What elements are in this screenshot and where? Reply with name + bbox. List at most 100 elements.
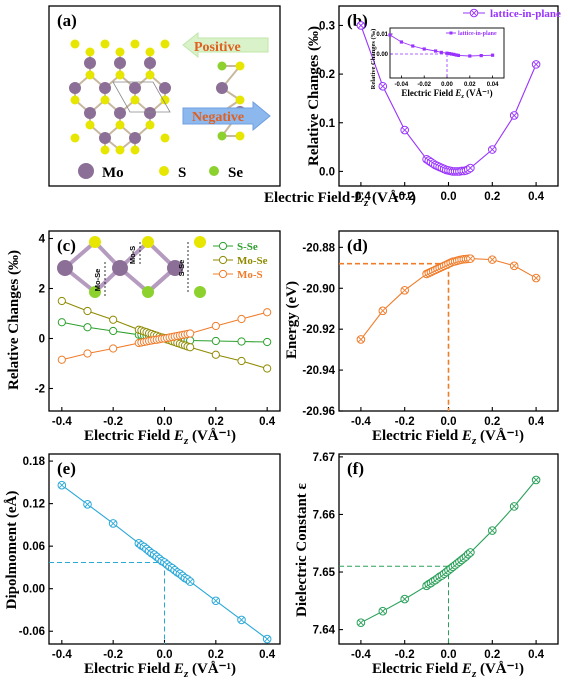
x-tick-label: 0.4 bbox=[528, 649, 545, 661]
data-point bbox=[466, 548, 475, 557]
data-point bbox=[263, 308, 272, 317]
mo-atom bbox=[84, 57, 96, 69]
data-point-x2 bbox=[84, 501, 91, 508]
y-axis-label: Dipolmoment (eÅ) bbox=[4, 491, 20, 610]
data-point-x2 bbox=[379, 307, 386, 314]
data-point bbox=[211, 336, 220, 346]
inset-data-point bbox=[434, 49, 438, 53]
data-point bbox=[83, 323, 92, 332]
y-tick-label: -2 bbox=[35, 384, 45, 396]
inset-data-point bbox=[452, 52, 456, 56]
data-point bbox=[108, 519, 118, 528]
mo-atom bbox=[69, 82, 81, 94]
mo-atom bbox=[114, 107, 126, 119]
data-point-x2 bbox=[58, 482, 65, 489]
x-tick-label: 0.2 bbox=[208, 416, 224, 428]
y-axis-label: Energy (eV) bbox=[284, 281, 300, 359]
legend-marker bbox=[218, 255, 228, 265]
se-side-atom bbox=[217, 131, 227, 141]
panel-a-frame bbox=[48, 5, 281, 187]
s-atom bbox=[85, 70, 95, 80]
se-atom bbox=[89, 286, 101, 298]
s-atom bbox=[100, 145, 110, 155]
x-tick-label: 0.0 bbox=[441, 191, 457, 203]
s-atom bbox=[100, 95, 110, 105]
y-axis-label: Relative Changes (‰) bbox=[306, 26, 322, 166]
data-point bbox=[211, 321, 220, 331]
data-point bbox=[263, 337, 272, 347]
s-atom bbox=[70, 133, 80, 143]
x-tick-label: -0.2 bbox=[103, 416, 123, 428]
y-tick-label: 0.00 bbox=[23, 584, 45, 596]
data-point bbox=[109, 344, 118, 353]
inset-y-tick-label: 0.00 bbox=[376, 52, 388, 58]
mo-atom bbox=[129, 132, 141, 144]
s-atom bbox=[194, 236, 206, 248]
s-side-atom bbox=[235, 131, 245, 141]
data-point bbox=[356, 21, 366, 30]
data-point-x2 bbox=[110, 520, 117, 527]
inset-bond-label: Mo-Se bbox=[93, 269, 102, 292]
data-point bbox=[83, 500, 92, 509]
y-tick-label: -20.96 bbox=[302, 406, 335, 418]
data-point-x2 bbox=[212, 597, 219, 604]
x-axis-label-z: z bbox=[471, 435, 477, 447]
crystal-structure bbox=[69, 39, 246, 155]
y-tick-label: -20.92 bbox=[302, 324, 335, 336]
data-point bbox=[83, 306, 92, 316]
x-axis-label-e: E bbox=[461, 661, 472, 677]
data-point bbox=[400, 125, 410, 135]
inset-x-tick-label: 0.00 bbox=[441, 82, 453, 88]
x-tick-label: -0.2 bbox=[395, 191, 415, 203]
x-tick-label: -0.2 bbox=[395, 649, 415, 661]
inset-data-point bbox=[388, 33, 392, 37]
s-atom bbox=[70, 39, 80, 49]
s-atom bbox=[85, 120, 95, 130]
y-tick-label: 0.18 bbox=[23, 456, 46, 468]
data-point-x2 bbox=[489, 256, 496, 263]
x-axis-label: Electric Field Ez (VÅ⁻¹) bbox=[84, 428, 236, 447]
data-point bbox=[356, 618, 366, 627]
inset-legend-label: lattice-in-plane bbox=[458, 31, 497, 37]
s-atom bbox=[85, 47, 95, 57]
panel-f: -0.4 -0.2 0.0 0.2 0.4 7.64 7.65 7.66 7.67 Electri… bbox=[294, 452, 559, 680]
data-point-x2 bbox=[357, 336, 364, 343]
data-point-x2 bbox=[357, 619, 364, 626]
inset-data-point bbox=[449, 52, 454, 56]
data-point bbox=[109, 326, 118, 336]
data-point-x2 bbox=[511, 112, 518, 119]
inset-xlabel-z: z bbox=[460, 93, 464, 100]
data-point bbox=[531, 60, 541, 69]
inset-data-point bbox=[445, 51, 449, 55]
x-axis-label-part1: Electric Field bbox=[264, 190, 354, 206]
data-point bbox=[400, 286, 410, 295]
inset-chart: -0.04 -0.02 0.00 0.02 0.04 0.00 0.01 lattice-in… bbox=[370, 27, 505, 100]
y-tick-label: 0.1 bbox=[319, 118, 336, 130]
y-tick-label: 0.0 bbox=[319, 166, 335, 178]
data-point-x2 bbox=[401, 287, 408, 294]
inset-bond-label: S-Se bbox=[177, 260, 186, 277]
x-tick-label: 0.4 bbox=[259, 649, 276, 661]
x-axis-label: Electric Field Ez (VÅ⁻¹) bbox=[84, 661, 236, 680]
panel-f-letter: (f) bbox=[347, 459, 364, 478]
negative-arrow: Negative bbox=[182, 100, 271, 132]
data-point bbox=[186, 329, 195, 338]
inset-x-tick-label: -0.02 bbox=[417, 82, 431, 88]
data-point bbox=[211, 596, 221, 606]
y-tick-label: 7.64 bbox=[313, 625, 336, 637]
x-tick-label: 0.4 bbox=[528, 416, 545, 428]
data-point-x2 bbox=[357, 22, 364, 29]
legend-label-S-Se: S-Se bbox=[237, 241, 258, 253]
data-point bbox=[57, 318, 66, 327]
x-axis-label: Electric Field Ez (VÅ⁻¹) bbox=[264, 190, 416, 209]
s-atom bbox=[100, 39, 110, 49]
se-atom bbox=[142, 286, 154, 298]
x-axis-label-e: E bbox=[173, 661, 184, 677]
panel-d-letter: (d) bbox=[347, 236, 368, 255]
panel-a: (a) Positive Negative Mo S Se bbox=[48, 5, 281, 187]
data-point-x2 bbox=[187, 578, 194, 585]
data-point bbox=[237, 615, 246, 625]
inset-data-point bbox=[447, 52, 451, 56]
data-point bbox=[466, 163, 475, 173]
data-point-x2 bbox=[467, 549, 474, 556]
